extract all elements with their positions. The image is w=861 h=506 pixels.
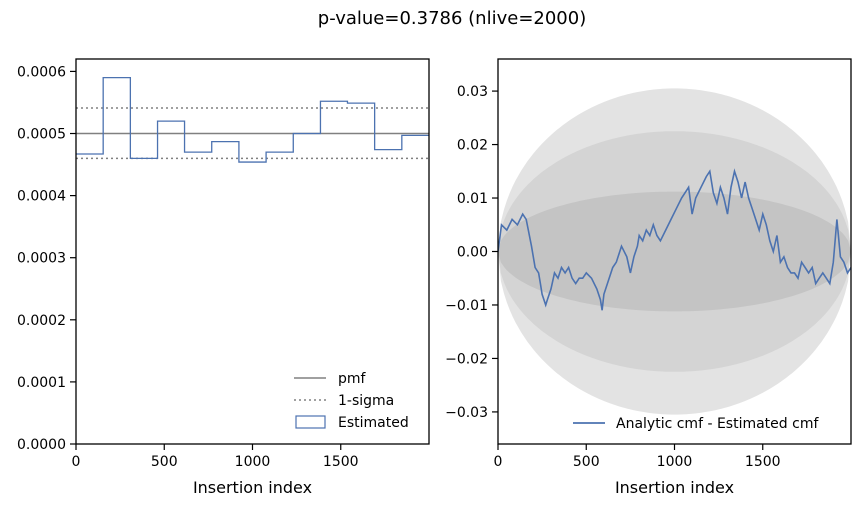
y-tick-label: 0.03 [457, 84, 488, 100]
y-tick-label: −0.02 [445, 351, 488, 367]
y-tick-label: 0.01 [457, 191, 488, 207]
y-tick-label: 0.0000 [17, 437, 66, 453]
x-axis-ticks: 0 500 1000 1500 [72, 444, 359, 470]
cmf-difference-chart: 0 500 1000 1500 −0.03 −0.02 −0.01 0.00 0.01 0.02… [445, 58, 852, 497]
x-tick-label: 1000 [235, 454, 271, 470]
y-tick-label: 0.02 [457, 138, 488, 154]
sigma-bands [498, 88, 851, 415]
legend-swatch-estimated [295, 415, 326, 429]
histogram-chart: 0 500 1000 1500 0.00000.00010.00020.00030.0… [17, 58, 430, 497]
x-tick-label: 1500 [323, 454, 359, 470]
x-tick-label: 0 [494, 454, 503, 470]
legend: Analytic cmf - Estimated cmf [573, 416, 819, 432]
x-tick-label: 500 [151, 454, 178, 470]
y-axis-ticks: −0.03 −0.02 −0.01 0.00 0.01 0.02 0.03 [445, 84, 498, 421]
x-tick-label: 0 [72, 454, 81, 470]
legend-label-estimated: Estimated [338, 415, 409, 431]
1-sigma-band [498, 191, 851, 312]
y-tick-label: 0.0004 [17, 189, 66, 205]
legend-label-pmf: pmf [338, 371, 367, 387]
axes-frame [497, 58, 852, 445]
y-axis-ticks: 0.0000 0.0001 0.0002 0.0003 0.0004 0.0005 0.00… [17, 64, 76, 453]
y-tick-label: 0.0003 [17, 251, 66, 267]
legend-label-sigma: 1-sigma [338, 393, 394, 409]
figure-suptitle: p-value=0.3786 (nlive=2000) [318, 8, 586, 29]
x-tick-label: 500 [573, 454, 600, 470]
y-tick-label: 0.0002 [17, 313, 66, 329]
x-axis-label: Insertion index [615, 478, 734, 497]
axes-frame [75, 58, 430, 445]
sigma-lines [76, 107, 429, 160]
x-axis-label: Insertion index [193, 478, 312, 497]
y-tick-label: −0.03 [445, 405, 488, 421]
cmf-difference-series [498, 168, 851, 311]
y-tick-label: −0.01 [445, 298, 488, 314]
legend: pmf 1-sigma Estimated [294, 371, 409, 431]
y-tick-label: 0.0005 [17, 127, 66, 143]
y-tick-label: 0.0006 [17, 64, 66, 80]
x-axis-ticks: 0 500 1000 1500 [494, 444, 781, 470]
x-tick-label: 1500 [745, 454, 781, 470]
estimated-histogram-steps [76, 76, 429, 163]
x-tick-label: 1000 [657, 454, 693, 470]
legend-label-cmf: Analytic cmf - Estimated cmf [616, 416, 819, 432]
y-tick-label: 0.00 [457, 245, 488, 261]
y-tick-label: 0.0001 [17, 375, 66, 391]
